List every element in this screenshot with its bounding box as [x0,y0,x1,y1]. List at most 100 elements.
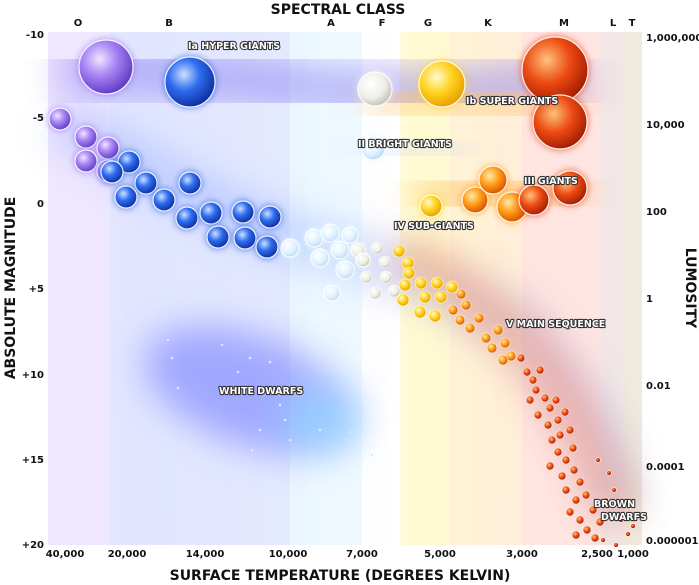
star-m-main-1 [522,367,532,377]
star-brown-dwarf-8 [625,531,631,537]
star-brown-dwarf-4 [617,499,623,505]
temperature-tick-7: 2,500 [581,549,613,560]
magnitude-tick-3: +5 [29,284,44,295]
star-m-main-8 [551,395,561,405]
spectral-class-tick-7: L [610,18,617,29]
star-brown-dwarf-1 [606,470,612,476]
star-gk-main-13 [455,288,467,300]
spectral-class-tick-5: K [484,18,493,29]
label-white-dwarfs: WHITE DWARFS [219,386,303,397]
star-gk-main-16 [454,314,466,326]
spectral-class-tick-3: F [379,18,386,29]
star-gk-main-18 [473,312,485,324]
star-m-main-25 [581,490,591,500]
temperature-tick-5: 5,000 [424,549,456,560]
star-af-main-15 [387,284,401,298]
magnitude-tick-5: +15 [22,455,44,466]
star-af-main-4 [309,247,331,269]
label-main-sequence: V MAIN SEQUENCE [506,319,605,330]
star-m-main-19 [545,461,555,471]
star-km-giant-3 [517,183,551,217]
star-m-main-31 [595,517,605,527]
star-m-hypergiant [520,35,590,105]
star-af-main-12 [359,270,373,284]
magnitude-ticks: -10 -5 0 +5 +10 +15 +20 [22,30,44,551]
label-brown-dwarfs-1: BROWN [594,499,635,510]
temperature-tick-3: 10,000 [269,549,308,560]
star-af-main-8 [322,283,342,303]
temperature-tick-6: 3,000 [506,549,538,560]
star-m-main-29 [571,530,581,540]
star-field [47,35,636,548]
temperature-tick-1: 20,000 [108,549,147,560]
star-g-giant [417,59,467,109]
right-title: LUMOSITY [682,248,698,329]
star-brown-dwarf-7 [600,537,606,543]
star-af-main-14 [379,270,393,284]
label-super-giants: Ib SUPER GIANTS [466,96,558,107]
star-m-main-20 [557,471,567,481]
star-ob-main-9 [113,184,139,210]
star-brown-dwarf-0 [595,457,601,463]
star-ob-main-16 [232,225,258,251]
star-m-main-15 [565,425,575,435]
luminosity-tick-6: 0.000001 [646,536,699,547]
star-m-main-9 [533,410,543,420]
star-m-main-3 [535,365,545,375]
star-ob-main-12 [198,200,224,226]
left-title: ABSOLUTE MAGNITUDE [3,197,19,380]
label-sub-giants: IV SUB-GIANTS [394,221,474,232]
star-brown-dwarf-9 [613,542,619,548]
star-km-giant-1 [477,164,509,196]
star-gk-main-12 [428,309,442,323]
label-hyper-giants: Ia HYPER GIANTS [188,41,280,52]
luminosity-tick-5: 0.0001 [646,462,685,473]
star-af-main-3 [340,225,360,245]
temperature-tick-4: 7,000 [346,549,378,560]
star-gk-main-24 [497,354,509,366]
star-gk-main-17 [464,322,476,334]
star-m-main-18 [568,443,578,453]
star-gk-main-20 [492,324,504,336]
luminosity-tick-4: 0.01 [646,381,671,392]
star-af-main-5 [329,239,351,261]
star-gk-main-11 [413,305,427,319]
star-gk-main-4 [398,278,412,292]
band-b [110,32,290,545]
magnitude-tick-1: -5 [33,113,44,124]
star-m-main-7 [545,403,555,413]
star-gk-main-9 [418,290,432,304]
star-ob-main-0 [47,106,73,132]
temperature-tick-0: 40,000 [46,549,85,560]
spectral-class-tick-0: O [74,18,83,29]
magnitude-tick-0: -10 [26,30,44,41]
luminosity-tick-0: 1,000,000 [646,33,699,44]
star-brown-dwarf-2 [611,487,617,493]
star-ob-main-17 [254,234,280,260]
star-m-main-24 [571,495,581,505]
temperature-tick-2: 14,000 [186,549,225,560]
label-brown-dwarfs-2: DWARFS [601,512,647,523]
spectral-class-tick-4: G [424,18,432,29]
star-m-main-10 [543,420,553,430]
star-m-main-12 [560,407,570,417]
star-af-main-13 [368,286,382,300]
star-m-main-21 [569,465,579,475]
star-ob-main-15 [205,224,231,250]
label-bright-giants: II BRIGHT GIANTS [358,139,452,150]
star-brown-dwarf-5 [618,517,624,523]
star-m-main-4 [531,385,541,395]
star-m-main-23 [561,485,571,495]
star-gk-main-21 [486,342,498,354]
star-o-hypergiant [77,38,135,96]
star-ob-main-14 [257,204,283,230]
star-gk-main-7 [430,276,444,290]
star-gk-main-19 [480,332,492,344]
bottom-title: SURFACE TEMPERATURE (DEGREES KELVIN) [170,568,511,584]
star-m-main-6 [540,393,550,403]
star-m-main-2 [528,375,538,385]
luminosity-tick-2: 100 [646,207,667,218]
star-gk-main-10 [434,290,448,304]
magnitude-tick-2: 0 [37,199,44,210]
